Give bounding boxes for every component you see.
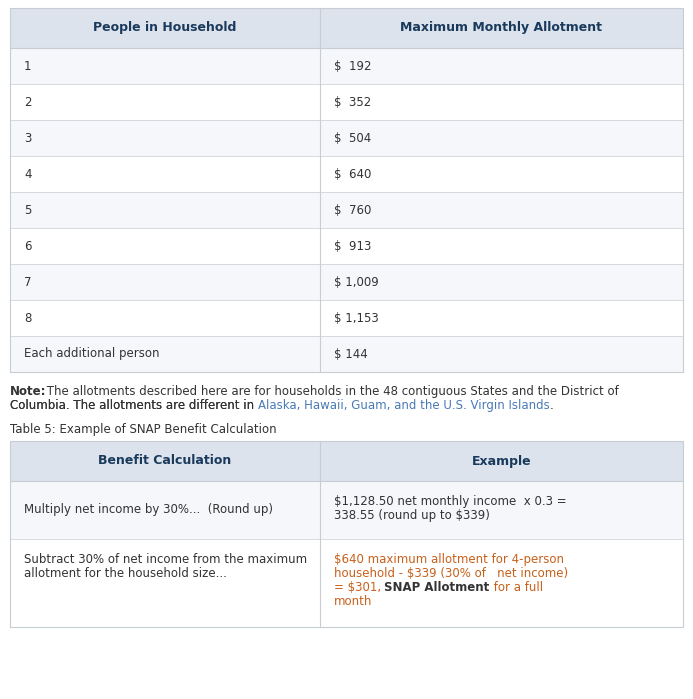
Text: Example: Example <box>471 454 531 468</box>
Text: $ 1,009: $ 1,009 <box>333 275 378 289</box>
Text: $  760: $ 760 <box>333 203 371 217</box>
Text: Table 5: Example of SNAP Benefit Calculation: Table 5: Example of SNAP Benefit Calcula… <box>10 423 277 436</box>
Text: Benefit Calculation: Benefit Calculation <box>98 454 231 468</box>
Text: $  640: $ 640 <box>333 168 371 180</box>
Text: for a full: for a full <box>490 581 543 594</box>
Text: 8: 8 <box>24 312 31 324</box>
Text: 4: 4 <box>24 168 31 180</box>
Text: Multiply net income by 30%...  (Round up): Multiply net income by 30%... (Round up) <box>24 503 273 517</box>
Text: 3: 3 <box>24 131 31 145</box>
Bar <box>10 228 683 264</box>
Text: Columbia. The allotments are different in: Columbia. The allotments are different i… <box>10 399 258 412</box>
Bar <box>10 539 683 627</box>
Text: $640 maximum allotment for 4-person: $640 maximum allotment for 4-person <box>333 553 563 566</box>
Bar <box>10 481 683 539</box>
Text: 6: 6 <box>24 240 31 252</box>
Bar <box>10 264 683 300</box>
Bar <box>10 8 683 372</box>
Bar <box>10 441 683 481</box>
Text: Each additional person: Each additional person <box>24 347 159 361</box>
Text: 7: 7 <box>24 275 31 289</box>
Text: SNAP Allotment: SNAP Allotment <box>385 581 490 594</box>
Bar <box>10 192 683 228</box>
Text: Maximum Monthly Allotment: Maximum Monthly Allotment <box>401 22 602 34</box>
Text: = $301,: = $301, <box>333 581 385 594</box>
Text: $1,128.50 net monthly income  x 0.3 =: $1,128.50 net monthly income x 0.3 = <box>333 495 566 508</box>
Text: Alaska, Hawaii, Guam, and the U.S. Virgin Islands: Alaska, Hawaii, Guam, and the U.S. Virgi… <box>258 399 550 412</box>
Text: allotment for the household size...: allotment for the household size... <box>24 567 227 580</box>
Text: 1: 1 <box>24 59 31 73</box>
Bar <box>10 8 683 48</box>
Text: month: month <box>333 595 372 608</box>
Text: Columbia. The allotments are different in: Columbia. The allotments are different i… <box>10 399 258 412</box>
Bar <box>10 300 683 336</box>
Text: $  504: $ 504 <box>333 131 371 145</box>
Text: $  913: $ 913 <box>333 240 371 252</box>
Text: 5: 5 <box>24 203 31 217</box>
Bar <box>10 84 683 120</box>
Text: The allotments described here are for households in the 48 contiguous States and: The allotments described here are for ho… <box>43 385 619 398</box>
Text: 338.55 (round up to $339): 338.55 (round up to $339) <box>333 509 489 522</box>
Text: household - $339 (30% of   net income): household - $339 (30% of net income) <box>333 567 568 580</box>
Text: $  192: $ 192 <box>333 59 371 73</box>
Bar <box>10 156 683 192</box>
Text: Subtract 30% of net income from the maximum: Subtract 30% of net income from the maxi… <box>24 553 307 566</box>
Bar <box>10 336 683 372</box>
Text: $ 1,153: $ 1,153 <box>333 312 378 324</box>
Text: 2: 2 <box>24 96 31 108</box>
Bar <box>10 120 683 156</box>
Text: $  352: $ 352 <box>333 96 371 108</box>
Text: Note:: Note: <box>10 385 46 398</box>
Bar <box>10 48 683 84</box>
Text: .: . <box>550 399 554 412</box>
Text: People in Household: People in Household <box>93 22 236 34</box>
Text: $ 144: $ 144 <box>333 347 367 361</box>
Bar <box>10 441 683 627</box>
